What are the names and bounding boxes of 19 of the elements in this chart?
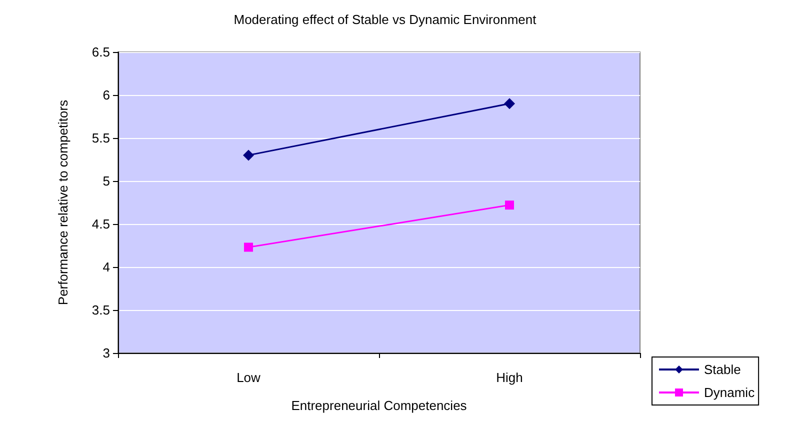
y-tick-label: 6 [102,88,110,102]
y-tick-label: 6.5 [92,44,110,60]
y-tick-label: 3.5 [92,302,110,318]
point [244,242,253,252]
legend-label: Stable [704,362,741,377]
legend-label: Dynamic [704,385,756,400]
y-tick-label: 4.5 [92,216,110,232]
y-axis-title: Performance relative to competitors [56,99,70,306]
point [243,150,254,161]
chart-title: Moderating effect of Stable vs Dynamic Environment [234,12,537,27]
point [504,98,515,110]
y-tick-label: 3 [102,346,110,360]
y-tick-label: 5.5 [92,130,110,146]
y-tick-label: 4 [102,260,110,274]
x-tick-label: High [496,370,523,385]
y-tick-label: 5 [102,174,110,188]
x-axis-title: Entrepreneurial Competencies [291,398,468,413]
point [505,200,514,210]
x-tick-label: Low [236,370,262,385]
